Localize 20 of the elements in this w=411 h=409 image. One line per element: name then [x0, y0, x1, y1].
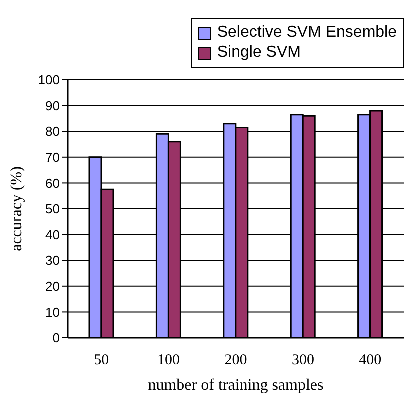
y-tick-label: 50 — [46, 202, 60, 217]
y-tick-label: 70 — [46, 150, 60, 166]
y-tick-label: 90 — [46, 98, 60, 114]
y-tick-label: 30 — [46, 253, 60, 268]
y-axis-title: accuracy (%) — [8, 166, 26, 252]
y-tick-label: 80 — [46, 124, 60, 140]
x-tick-label: 300 — [292, 352, 314, 369]
x-tick-label: 400 — [359, 352, 382, 369]
legend-label: Single SVM — [217, 44, 301, 62]
y-tick-label: 100 — [38, 72, 60, 88]
y-tick-label: 60 — [46, 176, 60, 191]
x-tick-label: 100 — [158, 352, 180, 369]
x-tick-label: 200 — [224, 352, 248, 369]
y-tick-label: 0 — [52, 330, 60, 346]
y-tick-label: 10 — [46, 304, 60, 320]
legend-label: Selective SVM Ensemble — [217, 24, 397, 42]
y-tick-label: 40 — [46, 227, 60, 242]
x-axis-title: number of training samples — [148, 377, 324, 394]
x-tick-label: 50 — [94, 352, 110, 369]
y-tick-label: 20 — [46, 279, 60, 294]
